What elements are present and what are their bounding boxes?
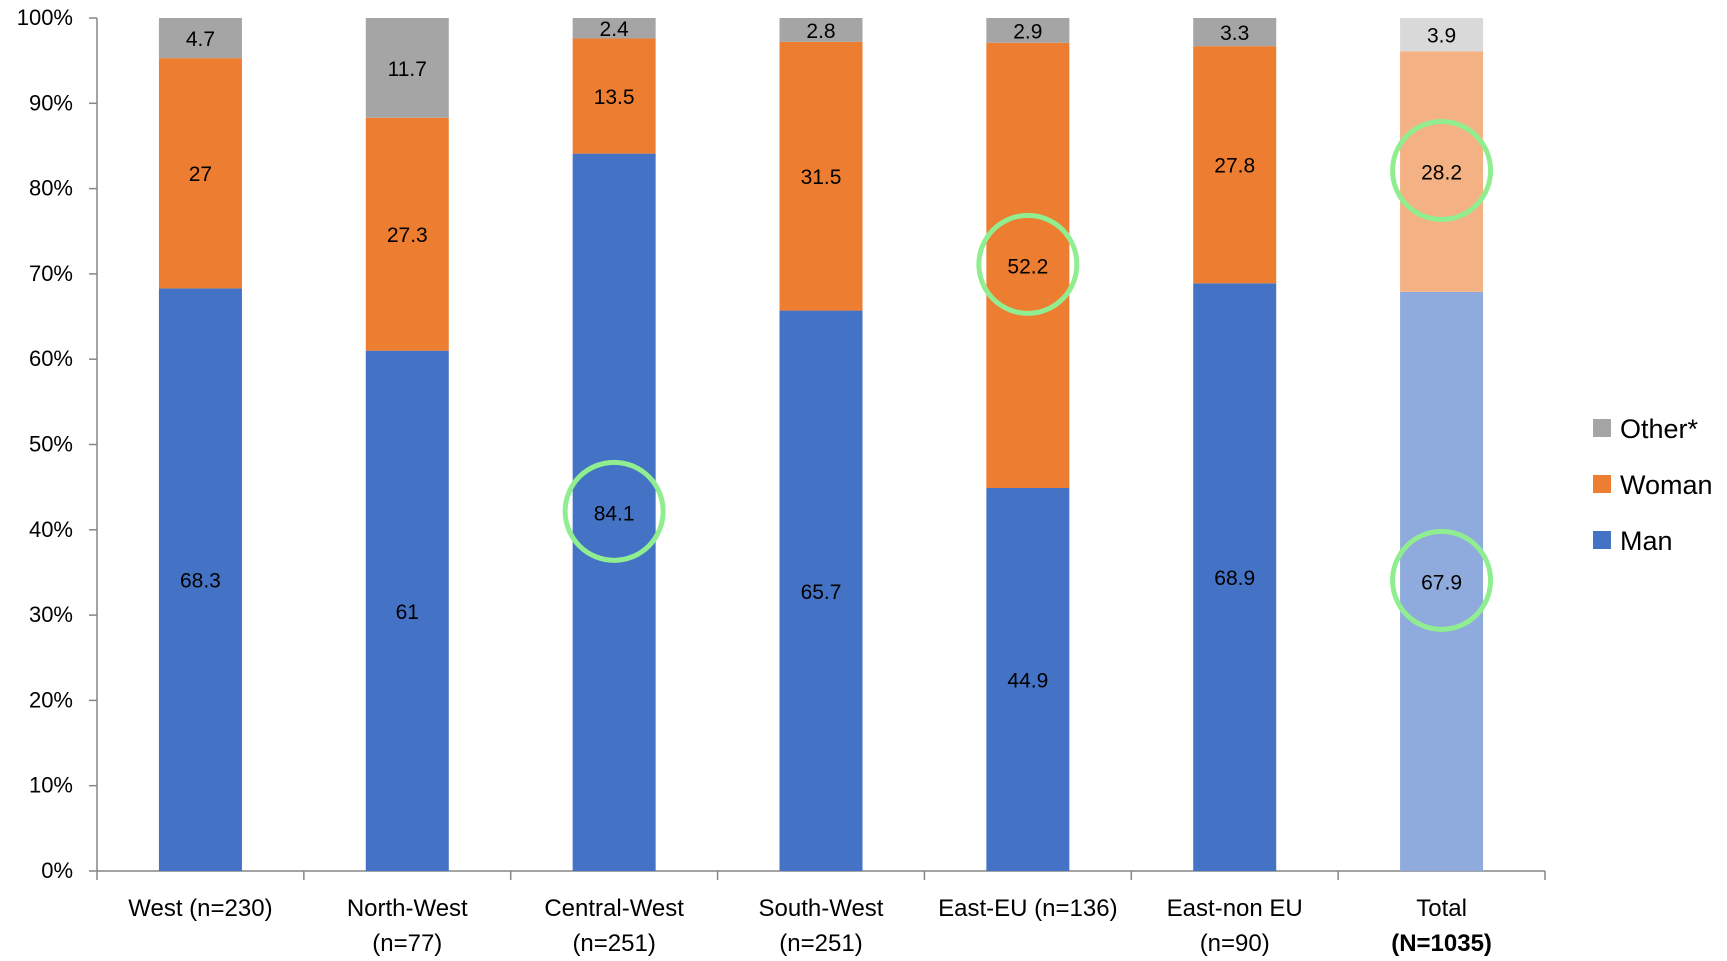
data-label: 28.2 (1421, 162, 1462, 185)
x-tick-label: West (n=230) (128, 895, 272, 922)
y-tick-label: 20% (29, 687, 73, 712)
data-label: 67.9 (1421, 571, 1462, 594)
legend-label: Woman (1620, 470, 1713, 500)
highlight-circle (976, 212, 1080, 316)
bar-segment-man (779, 310, 863, 872)
y-tick-label: 10% (29, 773, 73, 798)
bar-segment-woman (779, 41, 863, 311)
y-tick-label: 100% (17, 5, 73, 30)
bar-segment-other (572, 18, 656, 39)
x-tick-label: (n=77) (372, 930, 442, 956)
bar-segment-other (779, 18, 863, 42)
legend: Other* Woman Man (1593, 414, 1713, 556)
data-label: 61 (396, 601, 419, 624)
data-label: 11.7 (388, 58, 427, 81)
legend-label: Other* (1620, 414, 1699, 444)
bar-segment-woman (986, 42, 1070, 489)
bars (158, 18, 1484, 872)
highlight-circle (562, 459, 666, 563)
bar-segment-man (986, 488, 1070, 871)
bar-segment-other (365, 18, 449, 118)
data-label: 27.3 (387, 224, 428, 247)
y-tick-label: 70% (29, 261, 73, 286)
bar-segment-man (572, 153, 656, 871)
legend-swatch (1593, 531, 1611, 549)
highlight-circle (1390, 119, 1494, 223)
data-label: 27.8 (1214, 155, 1255, 178)
data-label: 68.9 (1214, 567, 1255, 590)
legend-swatch (1593, 475, 1611, 493)
x-tick-label: (n=251) (779, 930, 862, 956)
y-tick-label: 90% (29, 90, 73, 115)
bar-segment-woman (572, 38, 656, 154)
x-tick-label: North-West (347, 895, 468, 922)
data-label: 13.5 (594, 86, 635, 109)
data-label: 3.9 (1427, 25, 1456, 48)
data-label: 31.5 (801, 166, 842, 189)
legend-label: Man (1620, 526, 1673, 556)
bar-segment-man (1400, 291, 1484, 871)
bar-segment-other (986, 18, 1070, 43)
y-tick-label: 80% (29, 176, 73, 201)
bar-segment-other (158, 18, 242, 59)
data-label: 68.3 (180, 570, 221, 593)
bar-segment-woman (365, 117, 449, 351)
data-label: 84.1 (594, 502, 635, 525)
y-tick-label: 40% (29, 517, 73, 542)
y-axis: 0% 10% 20% 30% 40% 50% 60% 70% 80% 90% 100% (17, 5, 98, 883)
data-label: 4.7 (186, 28, 215, 51)
y-tick-label: 60% (29, 346, 73, 371)
x-tick-label: Total (1416, 895, 1467, 922)
highlight-circle (1390, 528, 1494, 632)
data-label: 27 (189, 163, 212, 186)
bar-segment-man (158, 288, 242, 871)
highlight-circles (562, 119, 1494, 632)
data-label: 2.9 (1013, 20, 1042, 43)
data-label: 2.4 (600, 18, 630, 41)
bar-segment-woman (1400, 51, 1484, 292)
data-label: 3.3 (1220, 22, 1249, 45)
bar-segment-other (1400, 18, 1484, 52)
y-tick-label: 30% (29, 602, 73, 627)
x-axis: West (n=230) North-West (n=77) Central-West… (96, 870, 1546, 957)
x-tick-label: East-EU (n=136) (938, 895, 1117, 922)
x-tick-label: Central-West (544, 895, 684, 922)
bar-segment-other (1193, 18, 1277, 47)
bar-segment-woman (1193, 46, 1277, 284)
x-tick-label: (N=1035) (1391, 930, 1492, 956)
x-tick-label: (n=90) (1200, 930, 1270, 956)
data-label: 44.9 (1007, 670, 1048, 693)
data-label: 2.8 (806, 20, 835, 43)
x-tick-label: (n=251) (572, 930, 655, 956)
bar-segment-woman (158, 58, 242, 289)
x-tick-label: East-non EU (1167, 895, 1303, 922)
legend-swatch (1593, 419, 1611, 437)
data-labels: 68.3 27 4.7 61 27.3 11.7 84.1 13.5 2.4 65.7 31.5 2.… (180, 18, 1462, 692)
bar-segment-man (1193, 283, 1277, 872)
y-tick-label: 0% (41, 858, 73, 883)
data-label: 52.2 (1007, 255, 1048, 278)
bar-segment-man (365, 350, 449, 871)
x-tick-label: South-West (759, 895, 884, 922)
data-label: 65.7 (801, 581, 842, 604)
y-tick-label: 50% (29, 432, 73, 457)
